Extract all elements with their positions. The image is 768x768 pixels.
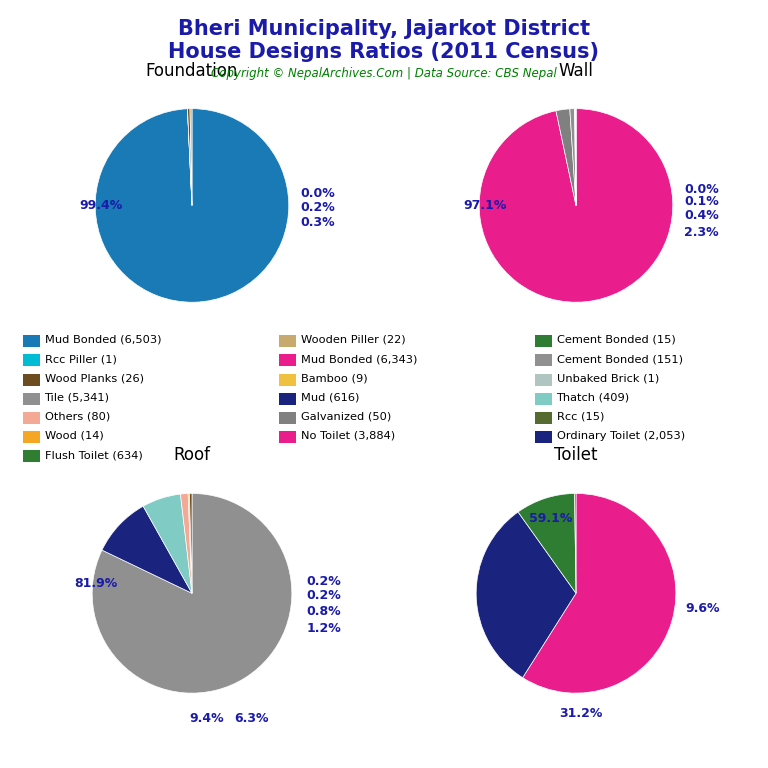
Bar (23, 335, 40, 347)
Bar (23, 354, 40, 366)
Text: Mud (616): Mud (616) (300, 392, 359, 402)
Text: 59.1%: 59.1% (529, 512, 573, 525)
Text: Wood (14): Wood (14) (45, 431, 103, 441)
Text: 0.2%: 0.2% (306, 589, 342, 602)
Wedge shape (574, 494, 576, 594)
Text: 99.4%: 99.4% (79, 199, 122, 212)
Text: 0.0%: 0.0% (684, 184, 719, 197)
Text: Tile (5,341): Tile (5,341) (45, 392, 110, 402)
Text: 31.2%: 31.2% (559, 707, 603, 720)
Bar (279, 431, 296, 443)
Bar (279, 373, 296, 386)
Bar (535, 412, 552, 424)
Wedge shape (180, 494, 192, 594)
Bar (23, 392, 40, 405)
Text: 9.4%: 9.4% (190, 712, 224, 724)
Bar (23, 373, 40, 386)
Bar (535, 335, 552, 347)
Text: Flush Toilet (634): Flush Toilet (634) (45, 450, 142, 460)
Text: Unbaked Brick (1): Unbaked Brick (1) (557, 373, 659, 383)
Text: Rcc (15): Rcc (15) (557, 412, 604, 422)
Bar (535, 373, 552, 386)
Text: Others (80): Others (80) (45, 412, 110, 422)
Bar (23, 412, 40, 424)
Wedge shape (574, 109, 576, 206)
Text: Copyright © NepalArchives.Com | Data Source: CBS Nepal: Copyright © NepalArchives.Com | Data Sou… (211, 67, 557, 80)
Bar (23, 431, 40, 443)
Text: Bheri Municipality, Jajarkot District: Bheri Municipality, Jajarkot District (178, 19, 590, 39)
Bar (535, 354, 552, 366)
Text: 81.9%: 81.9% (74, 577, 117, 590)
Title: Toilet: Toilet (554, 446, 598, 464)
Bar (279, 354, 296, 366)
Bar (279, 412, 296, 424)
Wedge shape (575, 109, 576, 206)
Text: No Toilet (3,884): No Toilet (3,884) (300, 431, 395, 441)
Title: Roof: Roof (174, 446, 210, 464)
Text: 0.0%: 0.0% (300, 187, 335, 200)
Wedge shape (570, 109, 576, 206)
Text: Rcc Piller (1): Rcc Piller (1) (45, 354, 117, 364)
Text: 0.1%: 0.1% (684, 195, 719, 208)
Text: Bamboo (9): Bamboo (9) (300, 373, 367, 383)
Text: 97.1%: 97.1% (463, 199, 506, 212)
Wedge shape (102, 506, 192, 594)
Text: Cement Bonded (151): Cement Bonded (151) (557, 354, 683, 364)
Text: 0.3%: 0.3% (300, 217, 335, 230)
Bar (279, 392, 296, 405)
Text: 0.2%: 0.2% (306, 574, 342, 588)
Bar (535, 392, 552, 405)
Text: 0.2%: 0.2% (300, 201, 335, 214)
Wedge shape (523, 494, 676, 693)
Text: 0.8%: 0.8% (306, 604, 342, 617)
Text: Ordinary Toilet (2,053): Ordinary Toilet (2,053) (557, 431, 684, 441)
Wedge shape (190, 494, 192, 594)
Bar (279, 335, 296, 347)
Bar (535, 431, 552, 443)
Wedge shape (187, 109, 192, 206)
Wedge shape (188, 494, 192, 594)
Wedge shape (190, 109, 192, 206)
Wedge shape (556, 109, 576, 206)
Wedge shape (187, 109, 192, 206)
Text: Wooden Piller (22): Wooden Piller (22) (300, 335, 406, 345)
Bar (23, 450, 40, 462)
Title: Foundation: Foundation (146, 62, 238, 80)
Wedge shape (479, 109, 673, 302)
Wedge shape (143, 494, 192, 594)
Text: 6.3%: 6.3% (235, 712, 269, 724)
Text: Mud Bonded (6,343): Mud Bonded (6,343) (300, 354, 417, 364)
Text: 1.2%: 1.2% (306, 622, 342, 634)
Text: House Designs Ratios (2011 Census): House Designs Ratios (2011 Census) (168, 42, 600, 62)
Wedge shape (476, 512, 576, 677)
Text: 9.6%: 9.6% (686, 602, 720, 614)
Text: Thatch (409): Thatch (409) (557, 392, 630, 402)
Text: 2.3%: 2.3% (684, 226, 719, 239)
Wedge shape (518, 494, 576, 594)
Text: Galvanized (50): Galvanized (50) (300, 412, 391, 422)
Text: Wood Planks (26): Wood Planks (26) (45, 373, 144, 383)
Text: Mud Bonded (6,503): Mud Bonded (6,503) (45, 335, 161, 345)
Wedge shape (92, 494, 292, 693)
Text: Cement Bonded (15): Cement Bonded (15) (557, 335, 675, 345)
Wedge shape (95, 109, 289, 303)
Text: 0.4%: 0.4% (684, 209, 719, 222)
Title: Wall: Wall (558, 62, 594, 80)
